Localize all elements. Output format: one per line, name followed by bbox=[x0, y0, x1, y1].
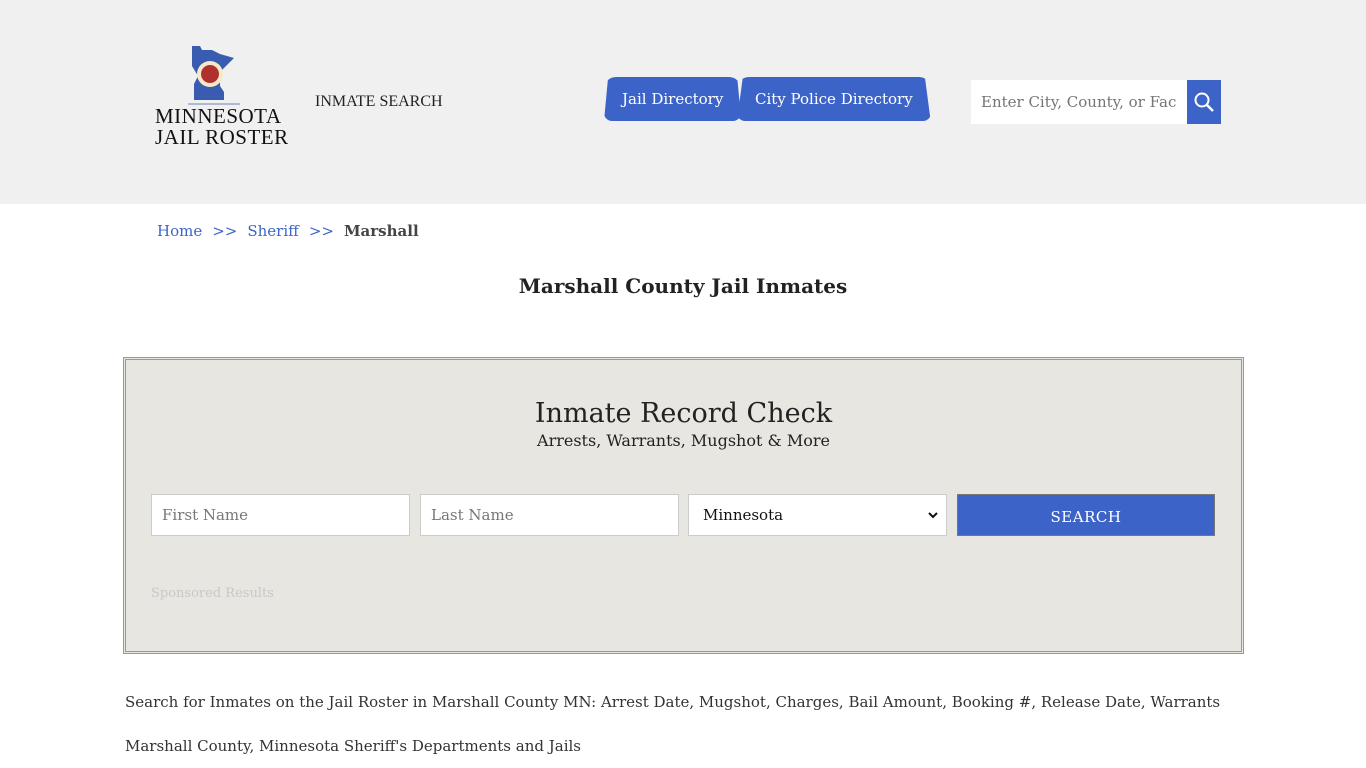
section-heading: Marshall County, Minnesota Sheriff's Dep… bbox=[125, 737, 581, 755]
chevron-down-icon bbox=[928, 512, 938, 519]
first-name-input[interactable] bbox=[151, 494, 410, 536]
breadcrumb-sheriff[interactable]: Sheriff bbox=[247, 222, 299, 240]
state-select[interactable]: Minnesota bbox=[688, 494, 947, 536]
search-button[interactable]: SEARCH bbox=[957, 494, 1215, 536]
inmate-search-link[interactable]: INMATE SEARCH bbox=[315, 93, 443, 110]
record-check-subtitle: Arrests, Warrants, Mugshot & More bbox=[537, 431, 830, 450]
breadcrumb-separator: >> bbox=[212, 222, 238, 240]
page-title: Marshall County Jail Inmates bbox=[518, 274, 848, 298]
breadcrumb-current: Marshall bbox=[343, 222, 419, 240]
last-name-input[interactable] bbox=[420, 494, 679, 536]
record-check-title: Inmate Record Check bbox=[534, 398, 833, 429]
record-check-panel: Inmate Record Check Arrests, Warrants, M… bbox=[123, 357, 1244, 654]
header: MINNESOTA JAIL ROSTER INMATE SEARCH Jail… bbox=[0, 0, 1366, 204]
breadcrumb-home[interactable]: Home bbox=[157, 222, 203, 240]
state-select-value: Minnesota bbox=[703, 506, 784, 524]
site-search-button[interactable] bbox=[1187, 80, 1221, 124]
tab-city-police-directory[interactable]: City Police Directory bbox=[737, 77, 931, 121]
site-search bbox=[971, 80, 1221, 124]
breadcrumb-separator: >> bbox=[308, 222, 334, 240]
site-logo[interactable]: MINNESOTA JAIL ROSTER bbox=[150, 44, 290, 148]
search-icon bbox=[1194, 92, 1214, 112]
site-search-input[interactable] bbox=[971, 80, 1187, 124]
sponsored-label: Sponsored Results bbox=[151, 586, 274, 601]
logo-text-1: MINNESOTA bbox=[155, 104, 282, 128]
minnesota-seal-icon bbox=[188, 46, 240, 105]
description-text: Search for Inmates on the Jail Roster in… bbox=[125, 693, 1221, 711]
logo-text-2: JAIL ROSTER bbox=[155, 125, 289, 149]
tab-jail-directory[interactable]: Jail Directory bbox=[604, 77, 742, 121]
breadcrumb: Home >> Sheriff >> Marshall bbox=[157, 222, 419, 240]
